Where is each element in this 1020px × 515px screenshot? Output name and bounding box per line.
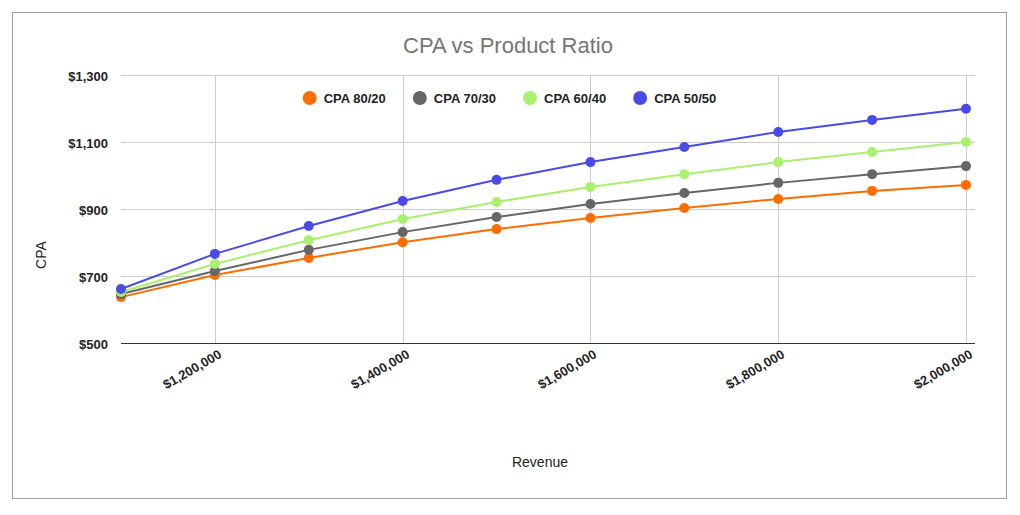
data-point bbox=[961, 137, 971, 147]
data-point bbox=[679, 188, 689, 198]
legend-label: CPA 80/20 bbox=[324, 91, 386, 106]
x-grid-line bbox=[966, 75, 967, 343]
y-grid-line bbox=[121, 75, 975, 76]
data-point bbox=[679, 142, 689, 152]
y-tick-label: $1,100 bbox=[68, 136, 108, 151]
series-line bbox=[121, 166, 966, 294]
y-axis-label: CPA bbox=[33, 240, 49, 268]
data-point bbox=[210, 249, 220, 259]
data-point bbox=[961, 180, 971, 190]
series-line bbox=[121, 109, 966, 289]
data-point bbox=[585, 213, 595, 223]
x-tick-label: $1,800,000 bbox=[723, 347, 787, 393]
data-point bbox=[492, 175, 502, 185]
x-tick-label: $2,000,000 bbox=[911, 347, 975, 393]
y-tick-label: $500 bbox=[79, 337, 108, 352]
x-tick-label: $1,600,000 bbox=[535, 347, 599, 393]
data-point bbox=[304, 235, 314, 245]
data-point bbox=[867, 147, 877, 157]
title: CPA vs Product Ratio bbox=[403, 33, 613, 58]
x-grid-line bbox=[778, 75, 779, 343]
data-point bbox=[398, 237, 408, 247]
data-point bbox=[961, 161, 971, 171]
data-point bbox=[867, 115, 877, 125]
data-point bbox=[867, 169, 877, 179]
grid bbox=[121, 75, 975, 344]
data-point bbox=[773, 178, 783, 188]
data-point bbox=[304, 221, 314, 231]
legend-swatch bbox=[523, 91, 537, 105]
x-tick-label: $1,200,000 bbox=[160, 347, 224, 393]
legend-label: CPA 60/40 bbox=[544, 91, 606, 106]
data-point bbox=[867, 186, 877, 196]
data-point bbox=[773, 127, 783, 137]
series-line bbox=[121, 142, 966, 292]
data-point bbox=[492, 212, 502, 222]
plot-marks bbox=[116, 104, 971, 302]
data-point bbox=[210, 259, 220, 269]
y-tick-label: $700 bbox=[79, 270, 108, 285]
data-point bbox=[585, 157, 595, 167]
data-point bbox=[773, 194, 783, 204]
series-line bbox=[121, 185, 966, 297]
background bbox=[0, 0, 1020, 515]
x-grid-line bbox=[590, 75, 591, 343]
data-point bbox=[773, 157, 783, 167]
legend: CPA 80/20 CPA 70/30 CPA 60/40 CPA 50/50 bbox=[303, 91, 717, 106]
data-point bbox=[679, 169, 689, 179]
data-point bbox=[492, 224, 502, 234]
data-point bbox=[304, 245, 314, 255]
legend-swatch bbox=[633, 91, 647, 105]
legend-swatch bbox=[303, 91, 317, 105]
legend-swatch bbox=[413, 91, 427, 105]
legend-label: CPA 70/30 bbox=[434, 91, 496, 106]
x-axis-line bbox=[121, 343, 975, 344]
x-grid-line bbox=[215, 75, 216, 343]
y-tick-label: $900 bbox=[79, 203, 108, 218]
legend-label: CPA 50/50 bbox=[654, 91, 716, 106]
data-point bbox=[961, 104, 971, 114]
data-point bbox=[398, 196, 408, 206]
y-tick-label: $1,300 bbox=[68, 69, 108, 84]
data-point bbox=[492, 197, 502, 207]
data-point bbox=[585, 182, 595, 192]
data-point bbox=[679, 203, 689, 213]
data-point bbox=[116, 284, 126, 294]
y-grid-line bbox=[121, 343, 975, 344]
x-axis-label: Revenue bbox=[512, 454, 568, 470]
frame bbox=[13, 13, 1007, 499]
y-grid-line bbox=[121, 276, 975, 277]
data-point bbox=[585, 199, 595, 209]
data-point bbox=[398, 214, 408, 224]
x-grid-line bbox=[403, 75, 404, 343]
x-tick-label: $1,400,000 bbox=[348, 347, 412, 393]
data-point bbox=[398, 227, 408, 237]
y-grid-line bbox=[121, 142, 975, 143]
chart: CPA vs Product Ratio $500 $700 $900 $1,100 $1… bbox=[0, 0, 1020, 515]
